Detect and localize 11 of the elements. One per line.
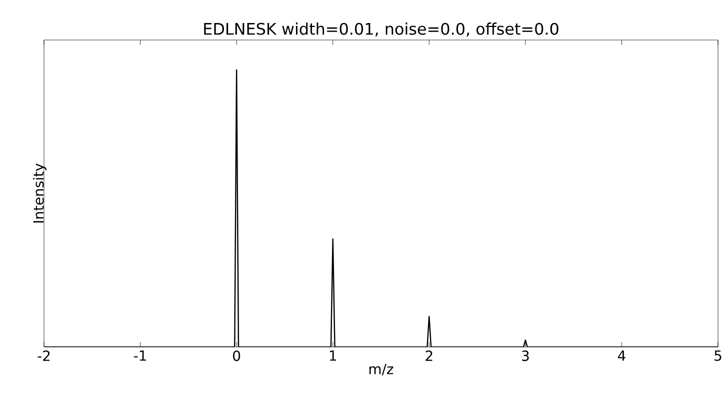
x-tick-label: 5 xyxy=(714,350,722,361)
x-tick-label: 3 xyxy=(522,350,529,362)
y-axis-title: Intensity xyxy=(32,164,46,222)
chart-title: EDLNESK width=0.01, noise=0.0, offset=0.0 xyxy=(204,22,558,37)
x-tick-label: -1 xyxy=(134,350,146,361)
x-tick-label: 2 xyxy=(426,350,432,361)
x-tick-label: 1 xyxy=(330,350,336,361)
x-tick-label: 0 xyxy=(233,350,240,362)
x-tick-label: -2 xyxy=(38,350,50,361)
x-tick-label: 4 xyxy=(618,350,626,361)
x-axis-title: m/z xyxy=(369,364,394,376)
